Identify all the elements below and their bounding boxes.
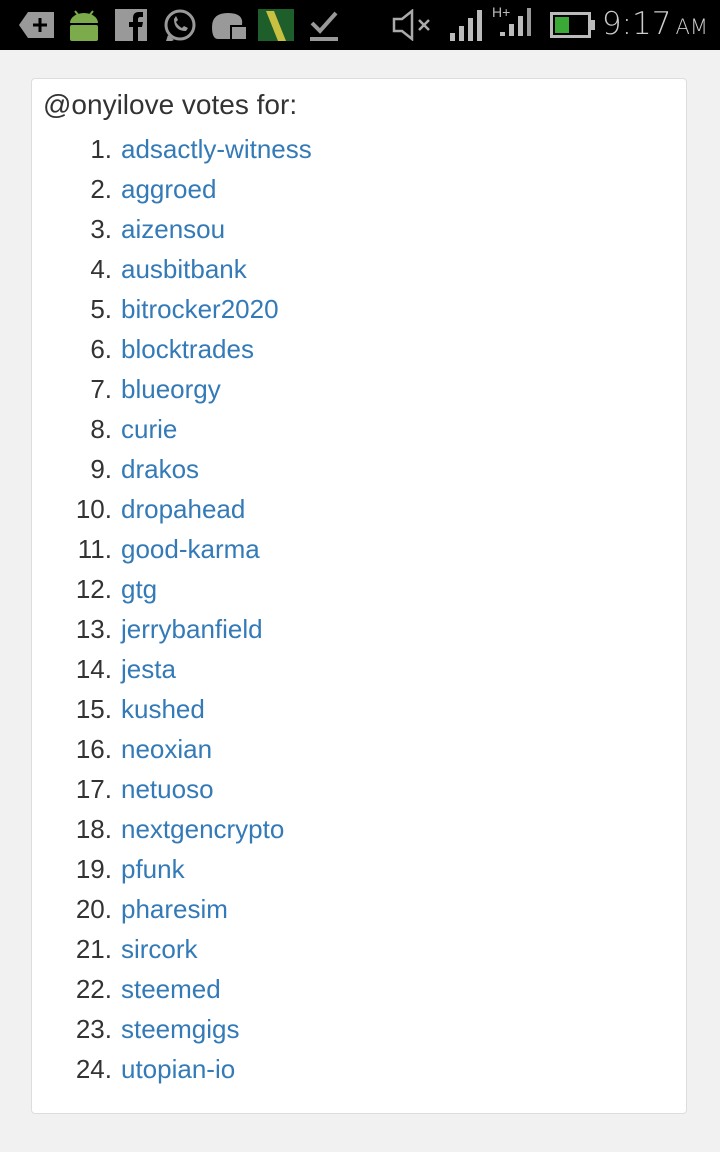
item-number: 23. — [75, 1014, 112, 1044]
list-item: 24. utopian-io — [32, 1049, 312, 1089]
card-title: @onyilove votes for: — [43, 89, 298, 120]
list-item: 19. pfunk — [32, 849, 312, 889]
item-number: 21. — [75, 934, 112, 964]
list-item: 14. jesta — [32, 649, 312, 689]
item-number: 17. — [75, 774, 112, 804]
list-item: 6. blocktrades — [32, 329, 312, 369]
vote-list: 1. adsactly-witness 2. aggroed 3. aizensou 4. a… — [32, 129, 312, 1089]
status-bar: H+ 9:17 AM — [0, 0, 720, 50]
list-item: 2. aggroed — [32, 169, 312, 209]
list-item: 21. sircork — [32, 929, 312, 969]
list-item: 3. aizensou — [32, 209, 312, 249]
whatsapp-icon — [164, 9, 196, 41]
item-number: 5. — [90, 294, 112, 324]
list-item: 8. curie — [32, 409, 312, 449]
list-item: 10. dropahead — [32, 489, 312, 529]
witness-link[interactable]: pharesim — [121, 894, 228, 924]
download-done-icon — [310, 11, 338, 41]
witness-link[interactable]: drakos — [121, 454, 200, 484]
item-number: 8. — [90, 414, 112, 444]
witness-link[interactable]: utopian-io — [121, 1054, 236, 1084]
item-number: 15. — [75, 694, 112, 724]
list-item: 4. ausbitbank — [32, 249, 312, 289]
list-item: 17. netuoso — [32, 769, 312, 809]
item-number: 6. — [90, 334, 112, 364]
list-item: 9. drakos — [32, 449, 312, 489]
item-number: 3. — [90, 214, 112, 244]
witness-link[interactable]: jerrybanfield — [121, 614, 263, 644]
list-item: 5. bitrocker2020 — [32, 289, 312, 329]
witness-link[interactable]: bitrocker2020 — [121, 294, 279, 324]
item-number: 19. — [75, 854, 112, 884]
witness-link[interactable]: steemgigs — [121, 1014, 240, 1044]
witness-link[interactable]: adsactly-witness — [121, 134, 312, 164]
list-item: 22. steemed — [32, 969, 312, 1009]
list-item: 18. nextgencrypto — [32, 809, 312, 849]
list-item: 20. pharesim — [32, 889, 312, 929]
witness-link[interactable]: aizensou — [121, 214, 226, 244]
clock: 9:17 AM — [601, 6, 708, 42]
facebook-icon — [115, 9, 147, 41]
item-number: 20. — [75, 894, 112, 924]
android-icon — [70, 10, 98, 41]
item-number: 7. — [90, 374, 112, 404]
witness-link[interactable]: ausbitbank — [121, 254, 247, 284]
witness-link[interactable]: blocktrades — [121, 334, 254, 364]
witness-link[interactable]: pfunk — [121, 854, 185, 884]
witness-link[interactable]: gtg — [121, 574, 158, 604]
item-number: 24. — [75, 1054, 112, 1084]
witness-link[interactable]: curie — [121, 414, 178, 444]
item-number: 18. — [75, 814, 112, 844]
witness-link[interactable]: neoxian — [121, 734, 213, 764]
item-number: 1. — [90, 134, 112, 164]
list-item: 12. gtg — [32, 569, 312, 609]
item-number: 14. — [75, 654, 112, 684]
witness-link[interactable]: kushed — [121, 694, 205, 724]
item-number: 2. — [90, 174, 112, 204]
witness-link[interactable]: blueorgy — [121, 374, 221, 404]
witness-link[interactable]: netuoso — [121, 774, 214, 804]
witness-link[interactable]: steemed — [121, 974, 221, 1004]
item-number: 10. — [75, 494, 112, 524]
hplus-signal-icon: H+ — [492, 4, 531, 36]
list-item: 11. good-karma — [32, 529, 312, 569]
list-item: 15. kushed — [32, 689, 312, 729]
list-item: 13. jerrybanfield — [32, 609, 312, 649]
list-item: 16. neoxian — [32, 729, 312, 769]
witness-link[interactable]: dropahead — [121, 494, 246, 524]
item-number: 12. — [75, 574, 112, 604]
item-number: 13. — [75, 614, 112, 644]
n-app-icon — [258, 9, 294, 41]
witness-link[interactable]: sircork — [121, 934, 198, 964]
item-number: 11. — [77, 534, 112, 564]
signal-icon — [450, 10, 482, 41]
item-number: 4. — [90, 254, 112, 284]
mute-icon — [392, 9, 430, 41]
item-number: 9. — [90, 454, 112, 484]
svg-text:H+: H+ — [492, 4, 510, 20]
list-item: 23. steemgigs — [32, 1009, 312, 1049]
witness-link[interactable]: good-karma — [121, 534, 260, 564]
list-item: 7. blueorgy — [32, 369, 312, 409]
witness-link[interactable]: nextgencrypto — [121, 814, 285, 844]
witness-link[interactable]: aggroed — [121, 174, 217, 204]
list-item: 1. adsactly-witness — [32, 129, 312, 169]
votes-card: @onyilove votes for: 1. adsactly-witness 2… — [31, 78, 687, 1114]
item-number: 16. — [75, 734, 112, 764]
add-notification-icon — [19, 12, 54, 38]
witness-link[interactable]: jesta — [121, 654, 176, 684]
item-number: 22. — [75, 974, 112, 1004]
battery-icon — [550, 12, 595, 38]
chat-icon — [212, 13, 246, 39]
